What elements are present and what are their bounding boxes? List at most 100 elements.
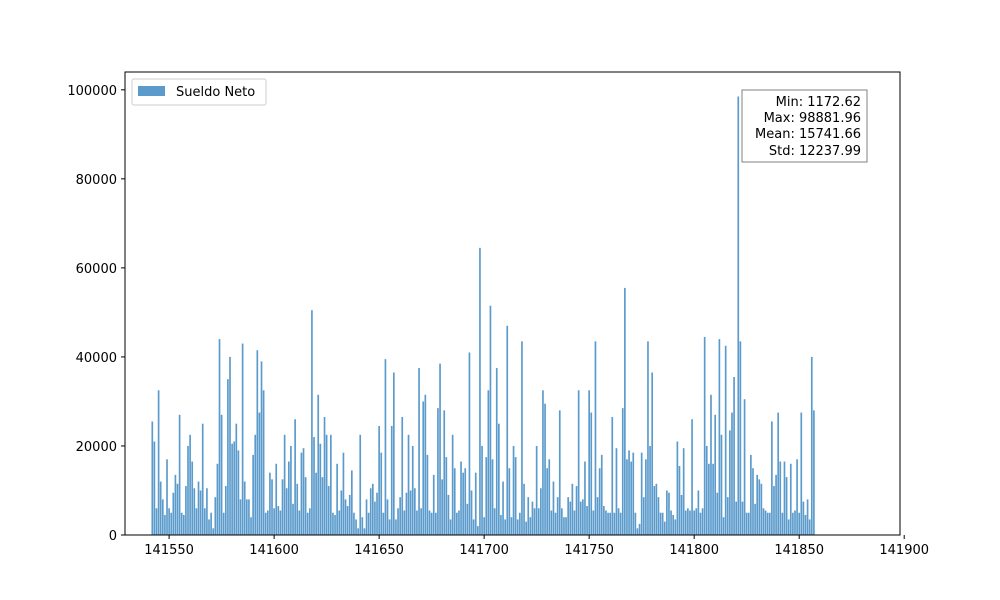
bar [466,503,469,535]
bar [426,454,429,535]
bar [752,468,754,535]
bar [674,519,677,535]
bar [504,519,506,535]
bar [374,501,376,535]
bar [747,512,750,535]
bar [250,517,252,535]
bar [663,521,666,535]
bar [596,497,599,535]
y-tick-label: 20000 [76,440,117,455]
bar [474,472,477,535]
bar [600,454,603,535]
bar [579,501,582,535]
bar [369,488,372,535]
bar [346,506,349,535]
bar [266,510,269,535]
bar [735,501,738,535]
bar [756,474,759,535]
bar [586,506,588,535]
x-tick-label: 141850 [774,543,824,558]
bar [248,499,250,535]
bar [699,512,702,535]
bar [733,376,735,535]
bar [594,341,597,535]
bar [491,459,494,535]
bar [371,483,374,535]
bar [187,445,189,535]
bar [306,512,309,535]
bar [630,461,633,535]
bar [229,356,231,535]
bar [462,472,464,535]
bar [794,510,796,535]
bar [672,514,675,535]
bar [796,459,798,535]
bar [617,508,620,535]
bar [414,488,416,535]
bar [336,463,338,535]
bar [745,512,748,535]
bar [451,434,454,535]
bar [428,510,431,535]
bar [708,463,710,535]
bar [567,497,569,535]
bar [724,345,727,535]
bar [661,512,664,535]
x-tick-label: 141750 [564,543,614,558]
stats-max: Max: 98881.96 [764,111,861,126]
bar [182,514,185,535]
bar [235,423,238,535]
legend-swatch [138,86,165,96]
bar [764,510,767,535]
bar [281,479,284,535]
bar [409,490,412,535]
bar [720,434,723,535]
bar [338,510,341,535]
bar [798,512,801,535]
y-tick-label: 0 [109,529,117,544]
bar [176,483,179,535]
bar [363,528,366,535]
bar [771,421,773,535]
bar [178,414,181,535]
bar [218,339,221,535]
bar [588,390,590,535]
bar [495,368,498,535]
bar [582,499,584,535]
bar [758,479,761,535]
bar [170,512,173,535]
bar [191,461,194,535]
bar [185,486,187,535]
bar [592,510,595,535]
bar [535,445,538,535]
bar [808,519,811,535]
bar [273,508,275,535]
stats-min: Min: 1172.62 [776,95,861,110]
bar [529,517,532,535]
bar [516,519,519,535]
bar [403,510,406,535]
bar [441,479,443,535]
bar [174,474,177,535]
bar [493,508,496,535]
bar [308,508,311,535]
bar [731,412,733,535]
bar [329,434,332,535]
bar [317,394,320,535]
bar [222,512,225,535]
bar [718,339,721,535]
bar [611,417,614,535]
x-tick-label: 141900 [879,543,929,558]
bar [550,510,553,535]
bar [157,390,160,535]
bar [361,517,364,535]
bar [565,517,567,535]
bar [166,459,168,535]
bar [311,310,313,535]
bar [172,492,175,535]
bar [506,325,509,535]
bar [443,410,446,535]
bar [651,372,654,535]
bar [401,417,404,535]
